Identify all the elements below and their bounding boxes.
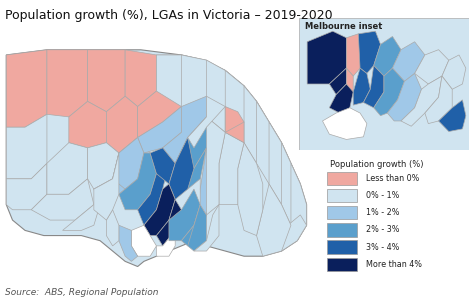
FancyBboxPatch shape — [327, 189, 357, 202]
Polygon shape — [425, 76, 452, 124]
Polygon shape — [69, 101, 106, 148]
Text: More than 4%: More than 4% — [366, 260, 422, 269]
Polygon shape — [329, 84, 353, 113]
Polygon shape — [94, 153, 119, 220]
Polygon shape — [144, 184, 175, 236]
Polygon shape — [275, 215, 307, 251]
Polygon shape — [106, 210, 119, 246]
Polygon shape — [387, 74, 421, 121]
Polygon shape — [169, 189, 200, 241]
Polygon shape — [188, 205, 207, 251]
Polygon shape — [163, 96, 207, 163]
FancyBboxPatch shape — [327, 206, 357, 219]
Polygon shape — [31, 179, 94, 220]
FancyBboxPatch shape — [327, 172, 357, 185]
Polygon shape — [219, 132, 244, 205]
Polygon shape — [200, 148, 207, 215]
Polygon shape — [188, 96, 225, 148]
Polygon shape — [307, 31, 346, 84]
Polygon shape — [47, 50, 88, 117]
Polygon shape — [137, 55, 182, 137]
Polygon shape — [119, 153, 156, 210]
Polygon shape — [392, 42, 425, 81]
Polygon shape — [353, 68, 370, 105]
Polygon shape — [374, 37, 401, 76]
Text: Melbourne inset: Melbourne inset — [305, 22, 383, 31]
Polygon shape — [374, 68, 404, 116]
Polygon shape — [415, 50, 449, 84]
Polygon shape — [6, 114, 47, 179]
Polygon shape — [244, 86, 269, 163]
Text: Population growth (%), LGAs in Victoria – 2019-2020: Population growth (%), LGAs in Victoria … — [5, 9, 332, 22]
Polygon shape — [282, 143, 301, 225]
Polygon shape — [364, 65, 384, 108]
Text: 0% - 1%: 0% - 1% — [366, 191, 400, 200]
Polygon shape — [137, 106, 182, 153]
Text: Less than 0%: Less than 0% — [366, 174, 419, 183]
Polygon shape — [329, 68, 346, 94]
Polygon shape — [343, 68, 353, 97]
Polygon shape — [47, 143, 88, 194]
Polygon shape — [238, 143, 263, 236]
Polygon shape — [207, 60, 244, 132]
Polygon shape — [438, 100, 466, 131]
Polygon shape — [225, 106, 244, 143]
Polygon shape — [88, 143, 119, 189]
Polygon shape — [291, 163, 307, 241]
Polygon shape — [225, 106, 244, 132]
Polygon shape — [6, 50, 307, 266]
Text: 3% - 4%: 3% - 4% — [366, 243, 400, 252]
Polygon shape — [6, 163, 47, 210]
Polygon shape — [94, 137, 150, 205]
Polygon shape — [137, 148, 169, 225]
Polygon shape — [269, 122, 291, 205]
FancyBboxPatch shape — [327, 241, 357, 254]
Polygon shape — [225, 70, 256, 143]
Polygon shape — [256, 184, 291, 256]
Polygon shape — [113, 137, 144, 189]
Polygon shape — [169, 137, 194, 200]
Polygon shape — [182, 55, 225, 117]
Polygon shape — [6, 50, 47, 127]
Polygon shape — [156, 55, 207, 106]
Polygon shape — [88, 50, 125, 112]
Text: Source:  ABS, Regional Population: Source: ABS, Regional Population — [5, 288, 158, 297]
FancyBboxPatch shape — [327, 258, 357, 271]
Polygon shape — [358, 31, 381, 74]
Polygon shape — [346, 34, 364, 76]
Text: 2% - 3%: 2% - 3% — [366, 225, 400, 234]
Polygon shape — [156, 200, 182, 246]
Polygon shape — [322, 108, 367, 140]
Polygon shape — [256, 101, 282, 184]
Polygon shape — [63, 205, 100, 230]
Polygon shape — [175, 117, 207, 174]
Polygon shape — [194, 205, 219, 251]
Polygon shape — [150, 148, 175, 184]
Polygon shape — [182, 205, 207, 246]
Polygon shape — [156, 230, 175, 256]
Polygon shape — [182, 148, 207, 189]
Polygon shape — [442, 55, 466, 89]
Polygon shape — [401, 76, 442, 126]
Polygon shape — [299, 18, 469, 150]
Polygon shape — [131, 225, 156, 256]
FancyBboxPatch shape — [327, 223, 357, 236]
Polygon shape — [200, 117, 225, 215]
Polygon shape — [125, 50, 156, 106]
Text: 1% - 2%: 1% - 2% — [366, 208, 400, 217]
Polygon shape — [119, 225, 137, 261]
Polygon shape — [106, 96, 137, 153]
Text: Population growth (%): Population growth (%) — [330, 160, 423, 169]
